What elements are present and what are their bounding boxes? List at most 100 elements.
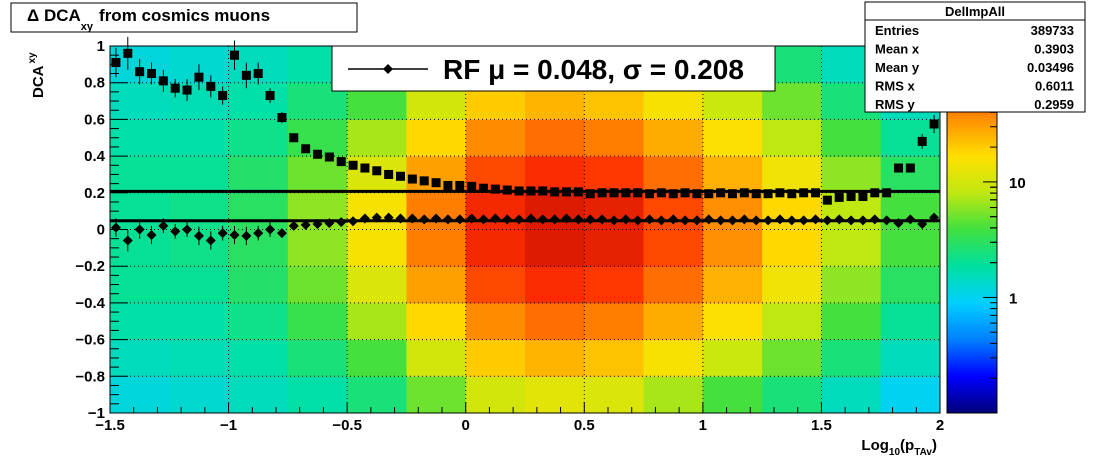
heat-cell [406,119,467,157]
y-axis-label: DCAxy [27,52,47,98]
square-marker [704,189,714,199]
heat-cell [584,339,645,377]
heat-cell [347,376,407,414]
square-marker [360,163,370,173]
heat-cell [228,302,289,341]
heat-cell [702,302,763,341]
heat-cell [110,302,170,341]
heat-cell [169,119,230,157]
heat-cell [406,192,467,230]
x-tick-label: −1 [220,417,237,434]
heat-cell [347,266,407,304]
square-marker [455,180,465,190]
square-marker [170,83,180,93]
square-marker [562,187,571,197]
heat-cell [525,192,585,230]
x-label-e: ) [932,437,937,454]
heat-cell [584,302,645,341]
diamond-marker [395,213,406,224]
square-marker [573,187,583,197]
square-marker [763,189,773,199]
stats-value: 389733 [1031,23,1074,38]
square-marker [799,188,809,198]
y-tick-label: 0.6 [84,111,105,128]
diamond-marker [739,214,750,225]
diamond-marker [336,217,347,228]
y-tick-label: −1 [88,405,105,422]
stats-value: 0.3903 [1034,42,1074,57]
heat-cell [228,119,289,157]
heat-cell [762,339,822,377]
heat-cell [584,376,645,414]
heat-cell [287,302,348,341]
diamond-marker [917,218,928,229]
square-marker [467,181,477,191]
heat-cell [169,156,230,194]
square-marker [277,113,287,123]
diamond-marker [288,220,299,231]
legend-marker [383,64,393,74]
stats-label: Entries [875,23,919,38]
heat-cell [465,192,526,230]
square-marker [870,188,880,198]
diamond-marker [359,213,370,224]
square-marker [147,69,156,79]
heat-cell [287,339,348,377]
diamond-marker [407,213,418,224]
heat-cell [702,119,763,157]
heat-cell [465,302,526,341]
square-marker [206,81,216,91]
chart-title: Δ DCAxy from cosmics muons [27,6,270,33]
heat-cell [169,339,230,377]
heat-cell [525,119,585,157]
heat-cell [762,119,822,157]
title-box [10,2,358,33]
diamond-marker [525,213,536,224]
heat-cell [110,119,170,157]
stats-label: RMS x [875,79,916,94]
overlay [109,36,941,414]
square-marker [550,187,560,197]
x-tick-label: 0.5 [574,417,595,434]
diamond-marker [229,230,240,241]
diamond-marker [300,219,311,230]
diamond-marker [253,228,264,239]
diamond-marker [763,215,774,226]
heat-cell [169,376,230,414]
diamond-marker [691,215,702,226]
diamond-marker [846,215,857,226]
diamond-marker [680,215,691,226]
diamond-marker [573,214,584,225]
diamond-marker [905,214,916,225]
square-marker [585,189,595,199]
y-label-main: DCA [30,65,47,98]
x-tick-label: 0 [462,417,470,434]
heat-cell [525,266,585,304]
diamond-marker [122,235,133,246]
heat-cell [110,156,170,194]
stats-value: 0.6011 [1035,79,1074,94]
diamond-marker [514,214,525,225]
diamond-marker [134,224,145,235]
y-label-sub: xy [27,52,38,64]
diamond-marker [110,222,121,233]
y-tick-label: 0.2 [84,185,105,202]
square-marker [289,133,299,143]
heat-cell [465,266,526,304]
stats-title: DelImpAll [945,4,1005,19]
heat-cell [347,119,407,157]
square-marker [348,160,358,170]
diamond-marker [549,214,560,225]
stats-label: RMS y [875,97,916,112]
diamond-marker [442,214,453,225]
x-tick-label: −1.5 [95,417,125,434]
diamond-marker [786,215,797,226]
square-marker [787,189,797,199]
heat-cell [821,156,882,194]
diamond-marker [205,235,216,246]
x-label-a: Log [861,437,889,454]
square-marker [123,48,133,58]
heat-cell [643,192,704,230]
diamond-marker [881,215,892,226]
x-label-b: 10 [889,447,901,458]
